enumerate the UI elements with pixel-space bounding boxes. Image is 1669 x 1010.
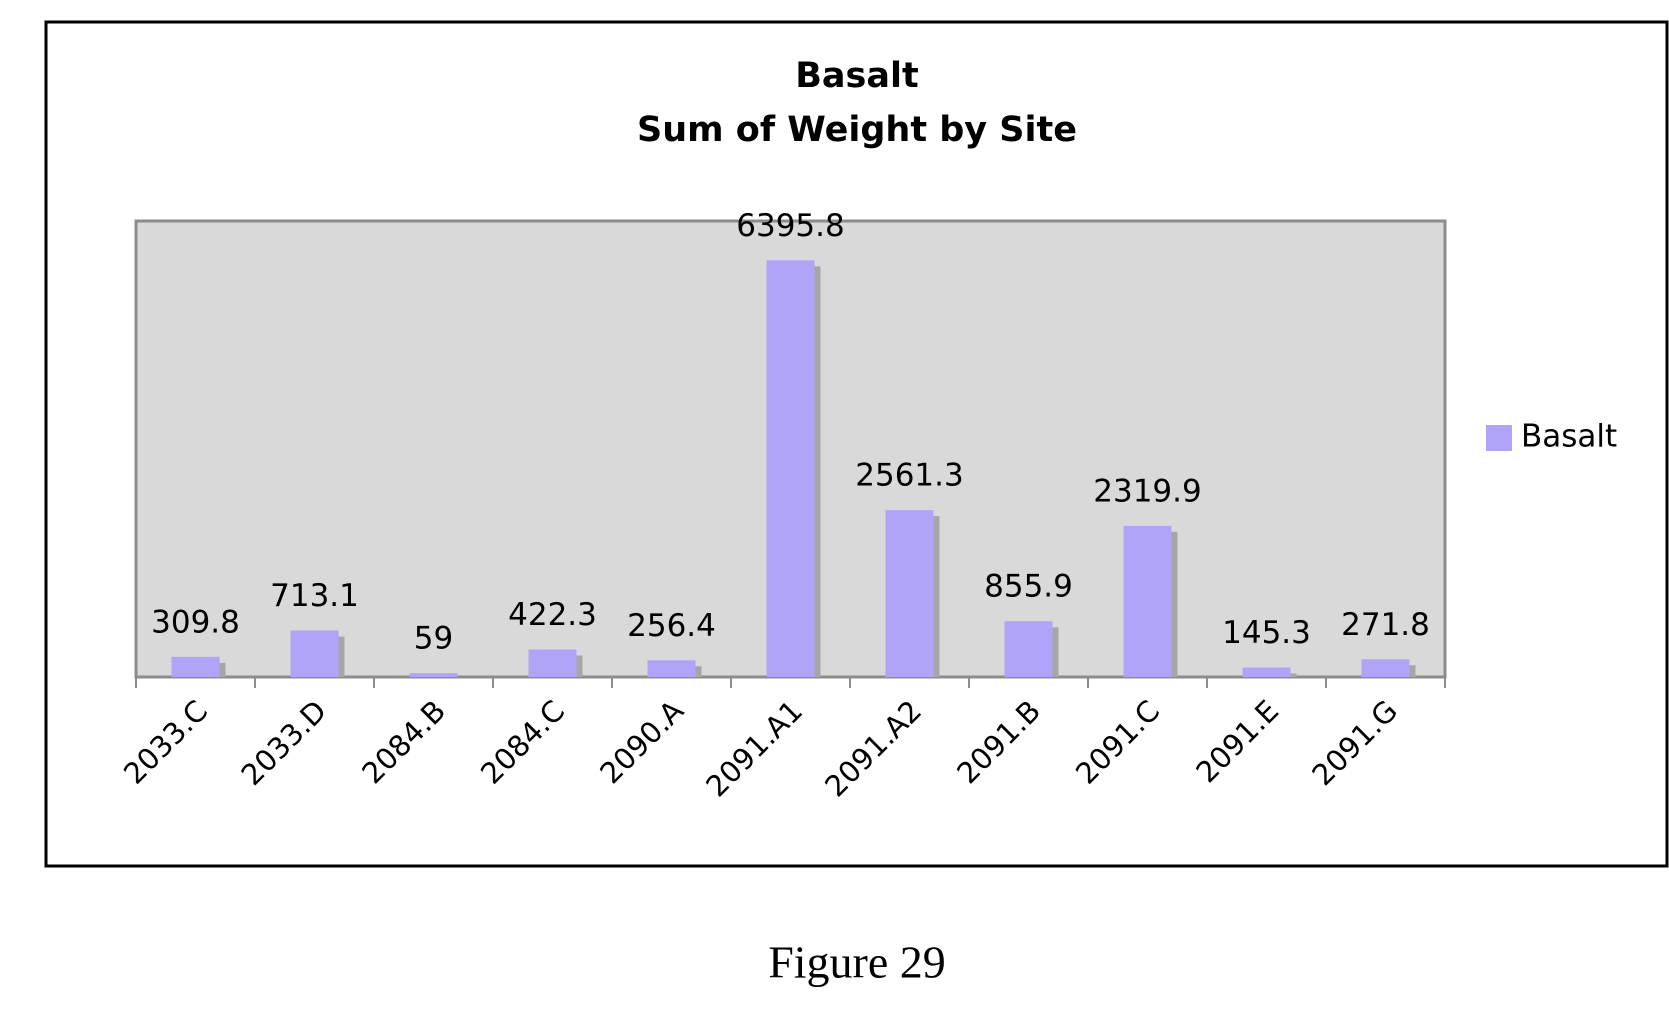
bar	[171, 656, 220, 677]
data-label: 2319.9	[1093, 473, 1201, 509]
bar	[1004, 621, 1053, 677]
bar	[885, 510, 934, 677]
legend-swatch	[1486, 425, 1512, 451]
bar	[290, 630, 339, 677]
data-label: 2561.3	[855, 458, 963, 494]
figure-caption: Figure 29	[768, 937, 946, 988]
legend-label: Basalt	[1521, 419, 1617, 455]
chart-subtitle: Sum of Weight by Site	[637, 110, 1077, 150]
bar	[409, 673, 458, 677]
data-label: 59	[414, 621, 453, 657]
bar	[1242, 667, 1291, 677]
data-label: 6395.8	[736, 208, 844, 244]
data-label: 271.8	[1341, 607, 1430, 643]
data-label: 422.3	[508, 597, 597, 633]
bar	[766, 260, 815, 677]
bar	[647, 660, 696, 677]
data-label: 855.9	[984, 569, 1073, 605]
data-label: 713.1	[270, 578, 359, 614]
bar	[1123, 525, 1172, 677]
chart-title: Basalt	[795, 56, 918, 96]
data-label: 256.4	[627, 608, 716, 644]
data-label: 309.8	[151, 604, 240, 640]
bar	[528, 649, 577, 677]
bar	[1361, 659, 1410, 677]
data-label: 145.3	[1222, 615, 1311, 651]
